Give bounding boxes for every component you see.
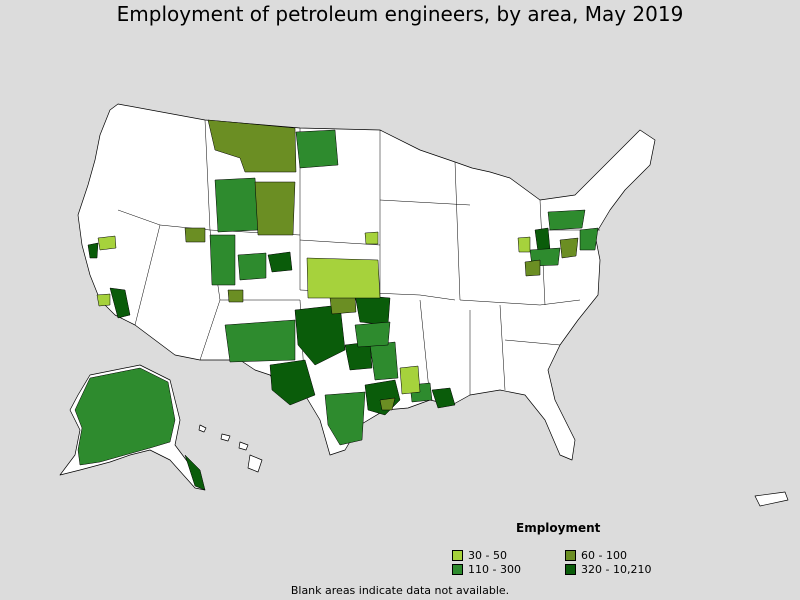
areas-30-50 bbox=[96, 231, 531, 395]
legend-item-60-100: 60 - 100 bbox=[565, 548, 627, 562]
area-utah bbox=[209, 234, 236, 286]
area-new-mexico bbox=[224, 319, 296, 363]
area-new-orleans bbox=[431, 387, 456, 409]
area-gulf-coast bbox=[379, 397, 396, 411]
area-oklahoma-east bbox=[354, 321, 391, 348]
area-denver bbox=[267, 251, 293, 273]
hawaii bbox=[198, 424, 207, 433]
legend-swatch-110-300 bbox=[452, 563, 463, 575]
legend-swatch-30-50 bbox=[452, 549, 463, 561]
area-sacramento bbox=[97, 235, 117, 251]
area-kansas bbox=[306, 257, 381, 299]
area-maryland bbox=[579, 227, 599, 251]
area-alaska-se bbox=[184, 454, 206, 491]
area-bakersfield bbox=[109, 287, 131, 319]
area-idaho-east bbox=[184, 227, 206, 243]
area-los-angeles bbox=[96, 293, 111, 307]
legend-label-60-100: 60 - 100 bbox=[581, 548, 627, 562]
areas-110-300 bbox=[74, 129, 599, 466]
area-kansas-south bbox=[329, 295, 357, 315]
area-nebraska bbox=[364, 231, 379, 245]
area-montana bbox=[207, 119, 297, 173]
area-colorado-west bbox=[237, 252, 267, 281]
legend-swatch-60-100 bbox=[565, 549, 576, 561]
area-east-texas bbox=[369, 341, 399, 381]
map-title: Employment of petroleum engineers, by ar… bbox=[116, 2, 684, 26]
area-wyoming-west bbox=[214, 177, 259, 233]
areas-60-100 bbox=[184, 119, 579, 411]
hawaii-island-3 bbox=[238, 441, 249, 451]
area-west-texas bbox=[269, 359, 316, 406]
area-ohio-east bbox=[517, 236, 531, 253]
legend-item-30-50: 30 - 50 bbox=[452, 548, 507, 562]
legend-item-110-300: 110 - 300 bbox=[452, 562, 521, 576]
legend-label-30-50: 30 - 50 bbox=[468, 548, 507, 562]
legend-item-320-10210: 320 - 10,210 bbox=[565, 562, 651, 576]
area-ohio bbox=[524, 259, 541, 277]
area-wyoming-east bbox=[254, 181, 296, 236]
area-colorado-south bbox=[227, 289, 244, 303]
legend-title: Employment bbox=[516, 521, 601, 535]
area-mississippi bbox=[399, 365, 421, 395]
legend-label-110-300: 110 - 300 bbox=[468, 562, 521, 576]
area-oklahoma-city bbox=[354, 294, 391, 326]
area-north-dakota bbox=[295, 129, 339, 169]
area-san-francisco bbox=[87, 242, 99, 259]
area-alaska bbox=[74, 367, 176, 466]
legend-swatch-320-10210 bbox=[565, 563, 576, 575]
area-virginia bbox=[559, 237, 579, 259]
hawaii-island-4 bbox=[247, 454, 263, 473]
area-pennsylvania bbox=[547, 209, 586, 231]
puerto-rico bbox=[754, 491, 789, 507]
hawaii-island-2 bbox=[220, 433, 231, 442]
legend-label-320-10210: 320 - 10,210 bbox=[581, 562, 652, 576]
area-south-texas bbox=[324, 391, 366, 446]
footnote: Blank areas indicate data not available. bbox=[290, 584, 510, 597]
